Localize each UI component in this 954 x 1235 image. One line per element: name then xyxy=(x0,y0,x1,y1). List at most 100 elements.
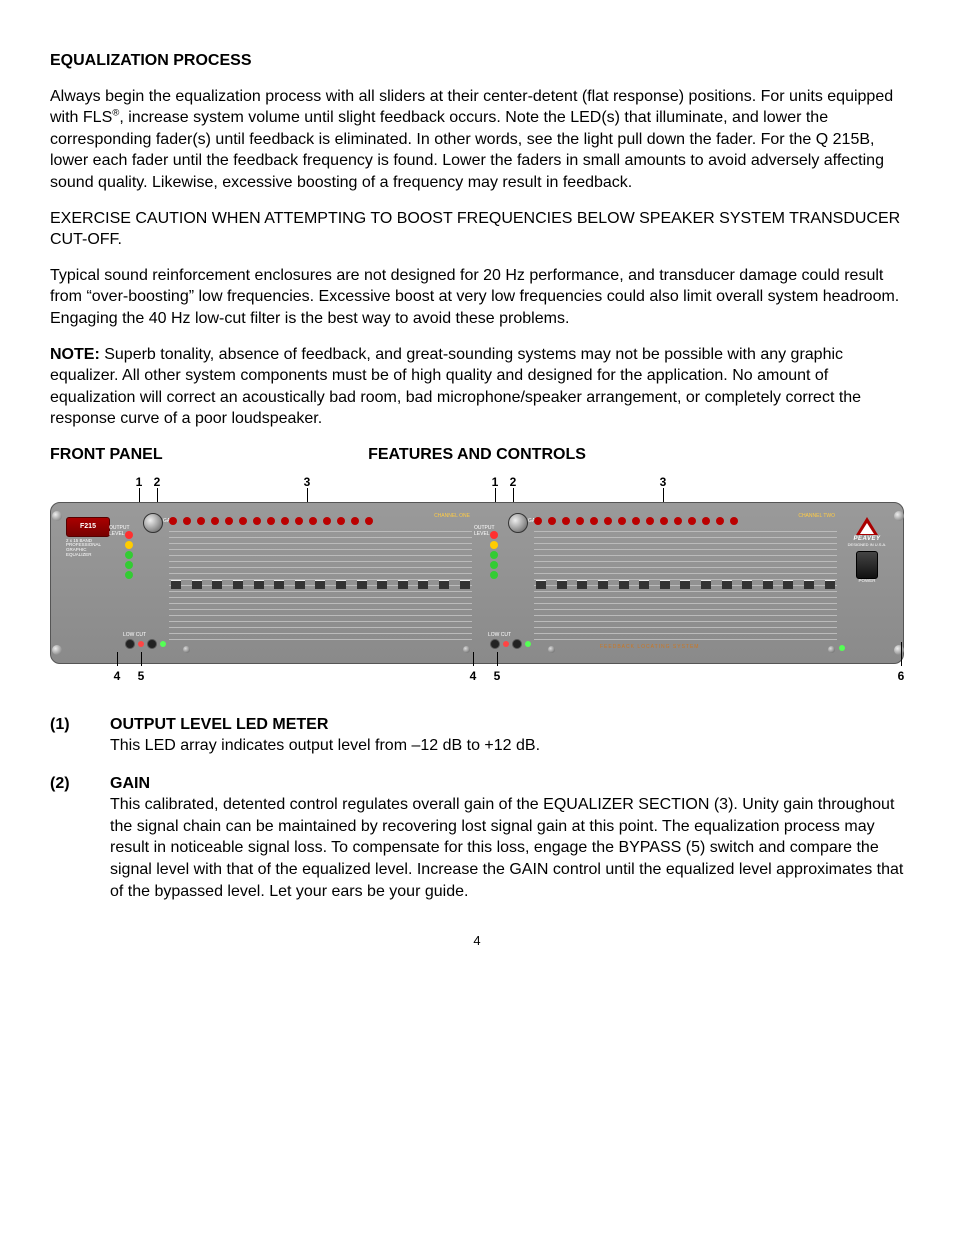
eq-slider xyxy=(575,531,590,641)
eq-panel: F215 2 x 15 BANDPROFESSIONALGRAPHICEQUAL… xyxy=(50,502,904,664)
meter-led-icon xyxy=(490,571,498,579)
eq-slider xyxy=(781,531,796,641)
eq-slider xyxy=(678,531,693,641)
fls-led-icon xyxy=(534,517,542,525)
eq-slider xyxy=(822,531,837,641)
eq-slider xyxy=(616,531,631,641)
eq-slider xyxy=(761,531,776,641)
fls-led-icon xyxy=(281,517,289,525)
eq-slider xyxy=(313,531,328,641)
item-title: OUTPUT LEVEL LED METER xyxy=(110,714,904,736)
meter-led-icon xyxy=(125,551,133,559)
channel-two: CHANNEL TWO GAIN OUTPUTLEVEL LOW CUT FEE… xyxy=(480,511,841,655)
bypass-button xyxy=(490,639,500,649)
brand-block-left: F215 2 x 15 BANDPROFESSIONALGRAPHICEQUAL… xyxy=(63,511,113,655)
feature-items: (1)OUTPUT LEVEL LED METERThis LED array … xyxy=(50,714,904,903)
bypass-led-icon xyxy=(138,641,144,647)
eq-slider xyxy=(719,531,734,641)
output-level-label: OUTPUTLEVEL xyxy=(474,525,488,539)
gain-knob xyxy=(508,513,528,533)
eq-slider xyxy=(251,531,266,641)
fls-led-icon xyxy=(211,517,219,525)
screw-icon xyxy=(52,645,62,655)
eq-slider xyxy=(802,531,817,641)
meter-led-icon xyxy=(490,531,498,539)
fls-led-icon xyxy=(365,517,373,525)
fls-led-icon xyxy=(632,517,640,525)
eq-slider xyxy=(437,531,452,641)
fls-led-icon xyxy=(618,517,626,525)
eq-slider xyxy=(293,531,308,641)
fls-led-icon xyxy=(323,517,331,525)
eq-slider xyxy=(354,531,369,641)
meter-led-icon xyxy=(490,561,498,569)
feature-item: (2)GAINThis calibrated, detented control… xyxy=(50,773,904,903)
callout-marker: 3 xyxy=(654,474,672,490)
lowcut-label: LOW CUT xyxy=(123,632,146,639)
fls-led-icon xyxy=(576,517,584,525)
fls-led-icon xyxy=(562,517,570,525)
output-led-stack xyxy=(490,531,504,579)
power-switch xyxy=(856,551,878,579)
fls-led-icon xyxy=(716,517,724,525)
item-text: This LED array indicates output level fr… xyxy=(110,735,904,757)
eq-slider xyxy=(740,531,755,641)
meter-led-icon xyxy=(125,561,133,569)
callout-marker: 6 xyxy=(892,668,910,684)
fls-led-icon xyxy=(604,517,612,525)
fls-led-icon xyxy=(590,517,598,525)
eq-slider xyxy=(596,531,611,641)
screw-icon xyxy=(548,646,555,653)
screw-icon xyxy=(828,646,835,653)
eq-slider xyxy=(396,531,411,641)
callout-marker: 2 xyxy=(148,474,166,490)
lowcut-block xyxy=(490,639,531,649)
fls-led-row xyxy=(169,517,472,527)
callout-marker: 4 xyxy=(464,668,482,684)
paragraph-3: Typical sound reinforcement enclosures a… xyxy=(50,265,904,330)
eq-slider xyxy=(334,531,349,641)
feature-item: (1)OUTPUT LEVEL LED METERThis LED array … xyxy=(50,714,904,757)
front-panel-diagram: 123123 F215 2 x 15 BANDPROFESSIONALGRAPH… xyxy=(50,474,904,696)
lowcut-led-icon xyxy=(525,641,531,647)
meter-led-icon xyxy=(125,531,133,539)
gain-knob xyxy=(143,513,163,533)
fls-led-icon xyxy=(548,517,556,525)
bypass-button xyxy=(125,639,135,649)
fls-led-icon xyxy=(309,517,317,525)
fls-led-icon xyxy=(169,517,177,525)
eq-slider xyxy=(658,531,673,641)
slider-bank xyxy=(534,531,837,641)
meter-led-icon xyxy=(490,541,498,549)
lowcut-label: LOW CUT xyxy=(488,632,511,639)
callouts-bottom: 45456 xyxy=(50,668,904,696)
eq-slider xyxy=(375,531,390,641)
fls-led-row xyxy=(534,517,837,527)
item-title: GAIN xyxy=(110,773,904,795)
lowcut-led-icon xyxy=(160,641,166,647)
eq-slider xyxy=(555,531,570,641)
rack-ear-right xyxy=(893,503,903,663)
eq-slider xyxy=(699,531,714,641)
eq-slider xyxy=(231,531,246,641)
fls-led-icon xyxy=(660,517,668,525)
eq-slider xyxy=(457,531,472,641)
fls-led-icon xyxy=(351,517,359,525)
paragraph-note: NOTE: Superb tonality, absence of feedba… xyxy=(50,344,904,430)
fls-led-icon xyxy=(730,517,738,525)
page-number: 4 xyxy=(50,932,904,950)
fls-led-icon xyxy=(295,517,303,525)
brand-block-right: PEAVEY DESIGNED IN U.S.A. POWER xyxy=(843,511,891,655)
rack-ear-left xyxy=(51,503,61,663)
lowcut-block xyxy=(125,639,166,649)
brand-desc: 2 x 15 BANDPROFESSIONALGRAPHICEQUALIZER xyxy=(63,539,113,558)
heading-features: FEATURES AND CONTROLS xyxy=(250,444,704,466)
screw-icon xyxy=(894,511,904,521)
item-number: (1) xyxy=(50,714,110,757)
fls-led-icon xyxy=(702,517,710,525)
fls-label: FEEDBACK LOCATING SYSTEM xyxy=(600,644,699,651)
fls-led-icon xyxy=(674,517,682,525)
meter-led-icon xyxy=(490,551,498,559)
paragraph-caution: EXERCISE CAUTION WHEN ATTEMPTING TO BOOS… xyxy=(50,208,904,251)
callout-marker: 2 xyxy=(504,474,522,490)
